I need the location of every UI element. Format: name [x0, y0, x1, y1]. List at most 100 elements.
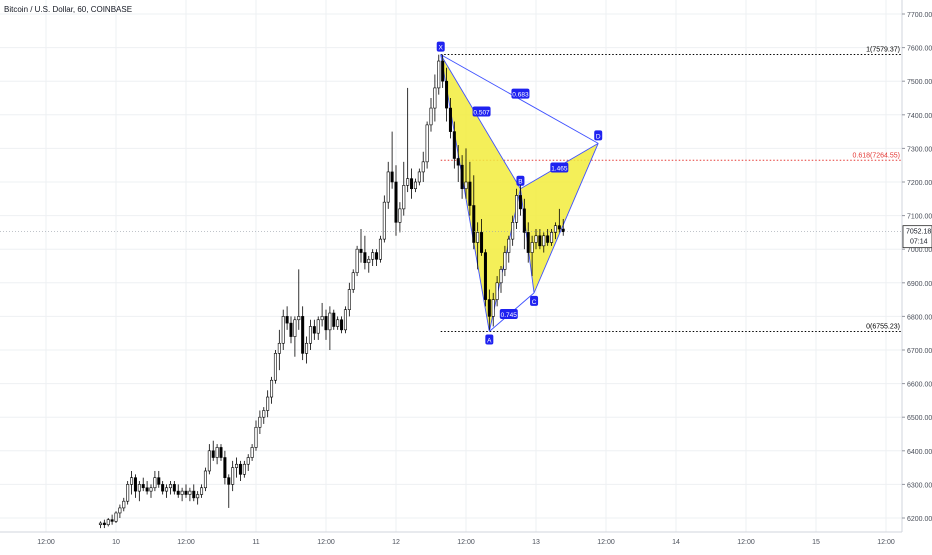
price-tick-label: 7300.00 [907, 146, 932, 153]
pattern-leg-xa [440, 54, 490, 332]
fib-level-label: 0(6755.23) [866, 323, 900, 330]
candle-body [293, 319, 297, 337]
candle-body [289, 322, 293, 337]
price-tick-label: 6400.00 [907, 449, 932, 456]
candle-body [277, 342, 281, 354]
candle-body [281, 316, 285, 344]
candle-body [437, 60, 441, 89]
pattern-triangle-xab [440, 54, 521, 332]
candle-body [211, 450, 215, 458]
candle-body [200, 487, 204, 495]
candle-body [242, 463, 246, 475]
candle-body [254, 426, 258, 448]
time-tick-label: 14 [672, 539, 680, 546]
candle-body [141, 484, 145, 489]
candle-body [363, 252, 367, 263]
candle-body [375, 252, 379, 260]
point-label-bg [594, 130, 603, 141]
time-tick-label: 12:00 [457, 539, 475, 546]
pattern-diag-xb [440, 54, 521, 189]
candle-body [468, 181, 472, 206]
candle-body [137, 484, 141, 492]
candle-body [448, 107, 452, 132]
candle-body [328, 312, 332, 331]
candle-body [235, 463, 239, 468]
price-tick-label: 6500.00 [907, 415, 932, 422]
candle-body [472, 205, 476, 243]
candle-body [149, 487, 153, 492]
point-label: C [532, 299, 537, 306]
candle-body [452, 131, 456, 159]
candle-body [476, 232, 480, 243]
ratio-label: 0.745 [501, 312, 518, 319]
candle-body [196, 494, 200, 499]
time-axis[interactable]: 12:00 10 12:00 11 12:00 12 12:00 13 12:00 14 12:00… [0, 531, 902, 550]
candle-body [429, 107, 433, 126]
price-tick-label: 7000.00 [907, 247, 932, 254]
candle-body [133, 477, 137, 492]
ratio-label-bg [550, 162, 569, 173]
fib-levels[interactable]: 1(7579.37) 0.618(7264.55) 0(6755.23) [440, 47, 902, 332]
ratio-label: 1.465 [551, 166, 568, 173]
price-tick-label: 6300.00 [907, 482, 932, 489]
candle-body [110, 519, 114, 522]
candle-body [219, 447, 223, 458]
time-tick-label: 12 [392, 539, 400, 546]
candle-body [324, 316, 328, 331]
price-tick-label: 7400.00 [907, 113, 932, 120]
candle-body [503, 252, 507, 270]
candle-body [534, 235, 538, 243]
point-label: X [439, 45, 444, 52]
candle-body [168, 484, 172, 489]
candle-body [530, 242, 534, 253]
price-tick-label: 6700.00 [907, 348, 932, 355]
time-tick-label: 12:00 [737, 539, 755, 546]
candle-body [441, 60, 445, 82]
candle-body [483, 252, 487, 300]
candle-body [305, 342, 309, 354]
candle-body [507, 238, 511, 253]
candle-body [406, 178, 410, 186]
candle-body [480, 232, 484, 253]
candle-body [413, 181, 417, 190]
candle-body [258, 416, 262, 428]
time-tick-label: 10 [112, 539, 120, 546]
candle-body [176, 490, 180, 495]
price-tick-label: 6800.00 [907, 314, 932, 321]
candle-body [553, 225, 557, 233]
last-price-tag[interactable] [902, 225, 932, 249]
fib-level-label: 1(7579.37) [866, 47, 900, 54]
time-tick-label: 12:00 [877, 539, 895, 546]
candle-body [347, 289, 351, 310]
candle-body [316, 319, 320, 334]
candle-body [542, 235, 546, 247]
candle-body [250, 447, 254, 458]
candle-body [122, 500, 126, 509]
candle-body [203, 470, 207, 489]
price-axis-bg [902, 0, 932, 550]
harmonic-pattern[interactable]: 0.507 0.683 1.465 0.745 X A B C D [436, 41, 603, 345]
pattern-diag-xd [440, 54, 599, 144]
price-tick-label: 7600.00 [907, 46, 932, 53]
candle-body [340, 319, 344, 331]
ratio-label-bg [511, 88, 530, 99]
ratio-label: 0.683 [512, 92, 529, 99]
candle-body [456, 158, 460, 166]
price-tick-label: 7700.00 [907, 12, 932, 19]
candle-body [410, 178, 414, 190]
candle-body [546, 235, 550, 243]
candle-body [445, 80, 449, 109]
candle-body [433, 87, 437, 109]
price-tick-label: 7200.00 [907, 180, 932, 187]
candle-body [126, 484, 130, 502]
candle-body [184, 490, 188, 495]
candle-body [464, 181, 468, 190]
candle-body [130, 477, 134, 485]
candle-body [106, 519, 110, 526]
ratio-label-bg [499, 309, 518, 320]
candle-body [153, 477, 157, 489]
candle-body [238, 463, 242, 475]
